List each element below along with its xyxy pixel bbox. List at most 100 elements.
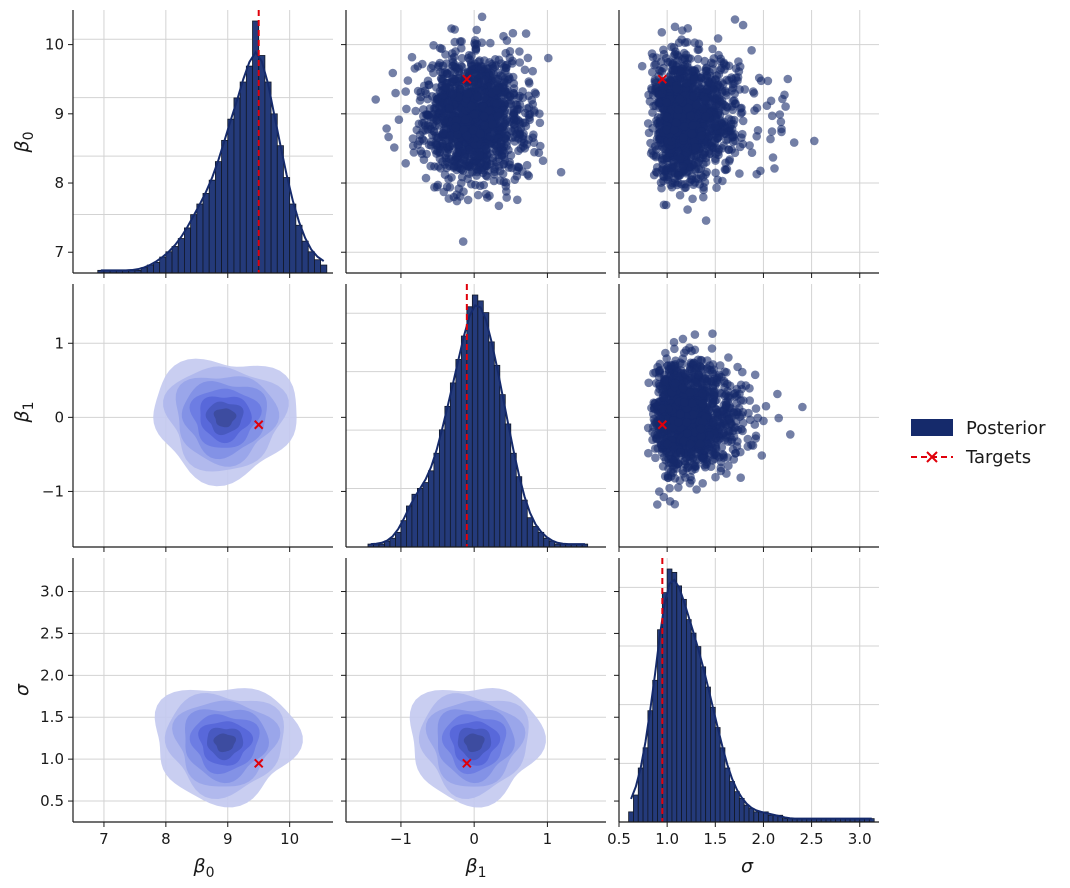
scatter-point [457, 165, 467, 174]
scatter-point [538, 156, 548, 165]
x-tick-label: 9 [223, 830, 233, 848]
scatter-point [751, 434, 760, 443]
scatter-point [745, 384, 754, 393]
scatter-point [653, 500, 662, 509]
scatter-point [731, 423, 741, 432]
x-axis-label-b0: β0 [192, 855, 214, 881]
scatter-point [749, 89, 759, 98]
scatter-point [766, 96, 776, 106]
scatter-point [732, 391, 742, 401]
scatter-point [660, 376, 669, 386]
scatter-point [477, 38, 487, 47]
scatter-point [736, 380, 746, 390]
scatter-point [690, 330, 700, 339]
scatter-point [698, 389, 707, 399]
scatter-point [659, 452, 669, 462]
hist-bar [666, 568, 673, 823]
scatter-point [708, 59, 718, 68]
hist-bar [686, 619, 692, 823]
scatter-point [718, 80, 728, 89]
scatter-point [727, 145, 736, 154]
scatter-point [690, 75, 699, 85]
scatter-point [434, 61, 444, 70]
scatter-point [423, 110, 433, 120]
scatter-point [711, 381, 720, 390]
scatter-point [678, 162, 688, 171]
scatter-point [720, 378, 729, 388]
scatter-point [774, 413, 783, 423]
scatter-point [763, 76, 773, 86]
scatter-point [463, 174, 473, 184]
scatter-point [403, 76, 413, 85]
scatter-point [721, 158, 730, 168]
scatter-point [683, 103, 693, 113]
hist-bar [427, 470, 435, 548]
y-axis-label-b0: β0 [11, 131, 37, 153]
scatter-point [418, 118, 427, 128]
scatter-point [778, 94, 787, 104]
hist-bar [499, 394, 506, 548]
hist-bar [301, 240, 309, 274]
scatter-point [480, 75, 489, 85]
hist-bar [276, 145, 284, 274]
scatter-point [680, 179, 690, 189]
scatter-point [500, 129, 510, 138]
scatter-point [475, 181, 485, 191]
legend-swatch-posterior [911, 419, 953, 436]
x-tick-label: 0.5 [607, 830, 631, 848]
hist-bar [417, 487, 424, 548]
scatter-point [688, 194, 697, 204]
scatter-point [725, 122, 735, 132]
y-tick-label: 1.0 [40, 750, 64, 768]
scatter-point [685, 388, 695, 397]
scatter-point [708, 329, 717, 339]
scatter-point [508, 28, 518, 38]
scatter-point [682, 147, 692, 157]
scatter-point [486, 132, 495, 141]
scatter-point [509, 111, 518, 120]
scatter-point [730, 79, 739, 88]
kde-curve [100, 50, 325, 272]
scatter-point [674, 105, 683, 114]
scatter-point [678, 466, 688, 476]
scatter-point [476, 129, 485, 138]
scatter-point [715, 361, 725, 370]
kde-contour [463, 733, 485, 753]
scatter-point [408, 141, 418, 151]
scatter-point [449, 192, 459, 202]
hist-bar [214, 161, 222, 274]
scatter-point [768, 153, 778, 162]
hist-bar [738, 797, 745, 823]
hist-bar [438, 429, 446, 548]
scatter-point [665, 77, 675, 86]
scatter-point [488, 119, 497, 129]
scatter-point [686, 111, 695, 121]
scatter-point [699, 192, 708, 202]
scatter-point [436, 164, 445, 173]
y-tick-label: −1 [42, 482, 64, 500]
hist-bar [153, 261, 161, 274]
scatter-point [731, 99, 740, 108]
scatter-point [721, 165, 730, 175]
scatter-point [711, 472, 720, 482]
scatter-point [528, 66, 537, 76]
scatter-point [515, 47, 524, 56]
hist-bar [515, 476, 523, 548]
scatter-point [499, 118, 509, 127]
scatter-point [421, 126, 430, 135]
scatter-point [781, 102, 790, 111]
target-marker [462, 758, 472, 769]
scatter-point [456, 61, 466, 71]
hist-bar [714, 727, 721, 823]
scatter-point [707, 344, 717, 353]
scatter-point [675, 94, 685, 104]
y-tick-label: 1.5 [40, 708, 64, 726]
scatter-point [692, 485, 701, 494]
scatter-point [520, 65, 530, 75]
scatter-point [444, 104, 454, 113]
scatter-point [651, 167, 661, 177]
scatter-point [515, 58, 525, 67]
scatter-point [512, 100, 522, 110]
scatter-point [477, 64, 486, 73]
hist-bar [422, 482, 429, 548]
